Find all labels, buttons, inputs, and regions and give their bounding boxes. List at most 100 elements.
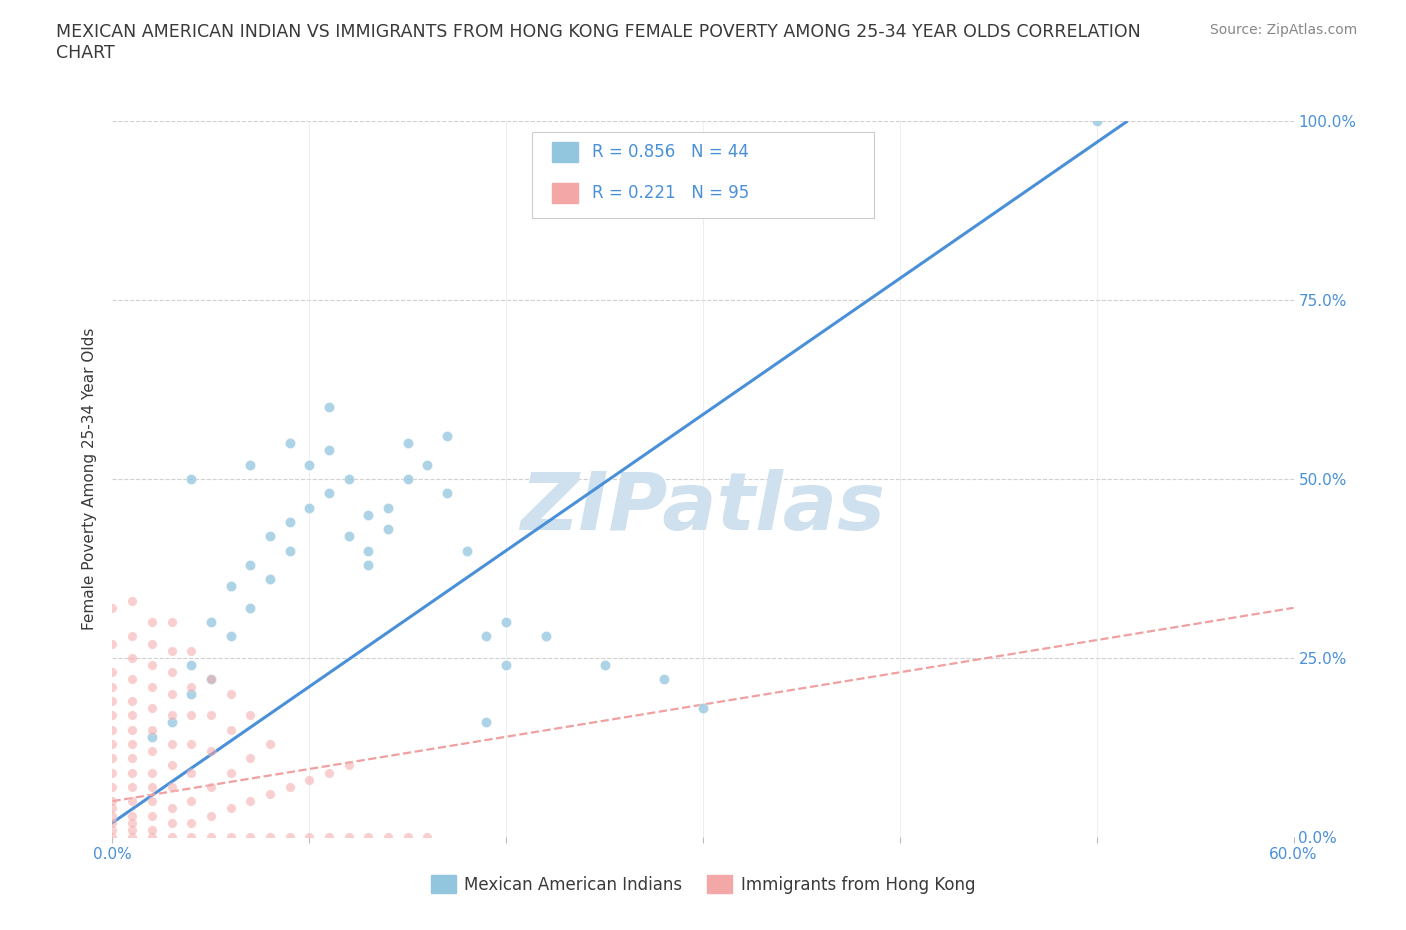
Point: [141, 808, 163, 823]
Point: [180, 830, 202, 844]
Point: [200, 615, 222, 630]
Point: [141, 658, 163, 672]
Point: [180, 679, 202, 694]
Point: [200, 779, 222, 794]
Point: [219, 801, 242, 816]
Point: [318, 485, 340, 500]
Point: [141, 830, 163, 844]
Legend: Mexican American Indians, Immigrants from Hong Kong: Mexican American Indians, Immigrants fro…: [425, 869, 981, 900]
Point: [180, 658, 202, 672]
Point: [160, 665, 183, 680]
Point: [298, 500, 321, 515]
Text: MEXICAN AMERICAN INDIAN VS IMMIGRANTS FROM HONG KONG FEMALE POVERTY AMONG 25-34 : MEXICAN AMERICAN INDIAN VS IMMIGRANTS FR…: [56, 23, 1142, 62]
Point: [101, 830, 124, 844]
Point: [337, 830, 360, 844]
Point: [593, 658, 616, 672]
Point: [219, 686, 242, 701]
Point: [101, 794, 124, 809]
Point: [377, 830, 399, 844]
Point: [298, 772, 321, 787]
Point: [101, 751, 124, 765]
Point: [101, 708, 124, 723]
Text: R = 0.221   N = 95: R = 0.221 N = 95: [592, 184, 749, 202]
Point: [239, 557, 262, 572]
Point: [337, 472, 360, 486]
Point: [101, 737, 124, 751]
Point: [357, 543, 380, 558]
Point: [239, 794, 262, 809]
Point: [200, 672, 222, 687]
Point: [337, 529, 360, 544]
Point: [160, 758, 183, 773]
Text: Source: ZipAtlas.com: Source: ZipAtlas.com: [1209, 23, 1357, 37]
Point: [456, 543, 478, 558]
Y-axis label: Female Poverty Among 25-34 Year Olds: Female Poverty Among 25-34 Year Olds: [82, 327, 97, 631]
Point: [121, 737, 143, 751]
Point: [219, 765, 242, 780]
Point: [141, 744, 163, 759]
Point: [200, 708, 222, 723]
Point: [180, 644, 202, 658]
Point: [141, 615, 163, 630]
Point: [259, 787, 281, 802]
Point: [160, 686, 183, 701]
Point: [278, 435, 301, 450]
Point: [141, 822, 163, 837]
Point: [141, 636, 163, 651]
Point: [436, 485, 458, 500]
Point: [318, 400, 340, 415]
Point: [180, 472, 202, 486]
Point: [101, 816, 124, 830]
Point: [259, 572, 281, 587]
Point: [475, 715, 498, 730]
Point: [101, 722, 124, 737]
Point: [121, 629, 143, 644]
Point: [141, 765, 163, 780]
Point: [121, 816, 143, 830]
Point: [396, 435, 419, 450]
Point: [160, 644, 183, 658]
Point: [200, 808, 222, 823]
Point: [160, 779, 183, 794]
Point: [200, 744, 222, 759]
Point: [141, 729, 163, 744]
Point: [141, 722, 163, 737]
Point: [278, 830, 301, 844]
Point: [396, 830, 419, 844]
Point: [121, 822, 143, 837]
Point: [141, 779, 163, 794]
Point: [318, 443, 340, 458]
Point: [436, 429, 458, 444]
Point: [180, 708, 202, 723]
Point: [101, 601, 124, 616]
Point: [298, 458, 321, 472]
Point: [318, 765, 340, 780]
Point: [180, 737, 202, 751]
Point: [357, 557, 380, 572]
Text: ZIPatlas: ZIPatlas: [520, 469, 886, 547]
Point: [475, 629, 498, 644]
Point: [416, 458, 439, 472]
Point: [121, 830, 143, 844]
Point: [121, 765, 143, 780]
Point: [160, 615, 183, 630]
Point: [121, 808, 143, 823]
Point: [318, 830, 340, 844]
Point: [121, 779, 143, 794]
Point: [160, 830, 183, 844]
Point: [259, 529, 281, 544]
Point: [121, 708, 143, 723]
Point: [180, 686, 202, 701]
Point: [160, 715, 183, 730]
Point: [101, 808, 124, 823]
Point: [101, 679, 124, 694]
Point: [160, 737, 183, 751]
Text: R = 0.856   N = 44: R = 0.856 N = 44: [592, 143, 749, 162]
Bar: [551, 142, 578, 163]
Point: [219, 578, 242, 594]
Point: [121, 751, 143, 765]
Point: [101, 779, 124, 794]
Point: [298, 830, 321, 844]
Point: [259, 737, 281, 751]
Point: [219, 830, 242, 844]
